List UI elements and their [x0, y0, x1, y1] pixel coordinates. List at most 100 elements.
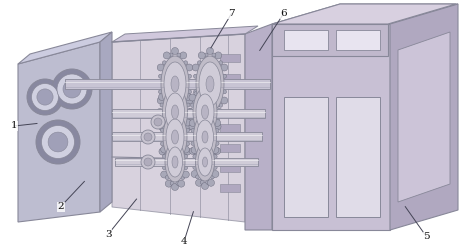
- Circle shape: [212, 92, 216, 96]
- Circle shape: [164, 153, 168, 158]
- Circle shape: [164, 82, 171, 89]
- Circle shape: [207, 47, 213, 54]
- Circle shape: [182, 171, 189, 178]
- Circle shape: [156, 109, 164, 115]
- Circle shape: [195, 179, 202, 186]
- Circle shape: [198, 109, 205, 116]
- Circle shape: [184, 93, 191, 101]
- Circle shape: [170, 160, 173, 164]
- Ellipse shape: [193, 114, 217, 160]
- Circle shape: [169, 53, 173, 57]
- Circle shape: [194, 158, 201, 165]
- Polygon shape: [272, 24, 388, 56]
- Circle shape: [163, 52, 170, 59]
- Ellipse shape: [165, 93, 184, 131]
- Circle shape: [176, 136, 181, 140]
- Circle shape: [200, 135, 204, 139]
- Circle shape: [207, 113, 213, 120]
- Circle shape: [219, 103, 223, 107]
- Circle shape: [222, 74, 227, 78]
- Polygon shape: [398, 32, 450, 202]
- Circle shape: [184, 148, 191, 155]
- Circle shape: [160, 128, 164, 132]
- Circle shape: [180, 109, 187, 116]
- Bar: [220, 74, 240, 82]
- Circle shape: [183, 154, 188, 158]
- Circle shape: [176, 84, 181, 88]
- Ellipse shape: [195, 143, 215, 181]
- Text: 4: 4: [181, 237, 187, 246]
- Circle shape: [141, 130, 155, 144]
- Ellipse shape: [166, 119, 184, 155]
- Circle shape: [179, 135, 186, 141]
- Circle shape: [200, 85, 204, 89]
- Circle shape: [206, 140, 210, 144]
- Circle shape: [169, 111, 173, 115]
- Circle shape: [157, 97, 164, 104]
- Ellipse shape: [202, 131, 208, 143]
- Circle shape: [213, 159, 220, 166]
- Circle shape: [151, 115, 165, 129]
- Circle shape: [206, 159, 210, 163]
- Circle shape: [181, 144, 185, 148]
- Text: 1: 1: [11, 121, 18, 131]
- Circle shape: [210, 175, 214, 179]
- Circle shape: [212, 153, 216, 157]
- Bar: [220, 184, 240, 192]
- Ellipse shape: [172, 105, 179, 119]
- Polygon shape: [272, 24, 390, 230]
- Circle shape: [191, 103, 194, 107]
- Ellipse shape: [199, 62, 221, 106]
- Ellipse shape: [206, 76, 214, 92]
- Circle shape: [219, 61, 223, 65]
- Circle shape: [223, 80, 230, 87]
- Circle shape: [194, 128, 198, 132]
- Ellipse shape: [172, 156, 178, 168]
- Circle shape: [216, 117, 219, 121]
- Circle shape: [170, 181, 174, 185]
- Circle shape: [197, 103, 201, 107]
- Circle shape: [160, 117, 164, 121]
- Circle shape: [201, 140, 204, 144]
- Circle shape: [182, 146, 189, 153]
- Circle shape: [42, 125, 74, 159]
- Circle shape: [197, 61, 201, 65]
- Circle shape: [188, 74, 191, 78]
- Circle shape: [209, 109, 216, 116]
- Circle shape: [204, 53, 208, 57]
- Circle shape: [186, 97, 193, 104]
- Circle shape: [196, 145, 200, 149]
- Circle shape: [179, 82, 186, 89]
- Ellipse shape: [171, 76, 179, 92]
- Circle shape: [164, 91, 167, 95]
- Circle shape: [172, 105, 179, 111]
- Circle shape: [191, 141, 195, 145]
- Ellipse shape: [197, 120, 213, 154]
- Circle shape: [216, 109, 223, 115]
- Polygon shape: [100, 32, 112, 212]
- Circle shape: [183, 103, 188, 107]
- Circle shape: [179, 159, 186, 166]
- Circle shape: [190, 159, 197, 166]
- Text: 7: 7: [228, 9, 235, 18]
- Circle shape: [182, 117, 186, 121]
- Polygon shape: [272, 4, 456, 24]
- Circle shape: [183, 61, 188, 65]
- Circle shape: [172, 47, 179, 54]
- Circle shape: [206, 180, 210, 184]
- Text: 3: 3: [105, 230, 111, 239]
- Circle shape: [161, 146, 168, 153]
- Circle shape: [163, 109, 170, 116]
- Circle shape: [196, 175, 200, 179]
- Ellipse shape: [163, 113, 187, 161]
- Circle shape: [164, 129, 167, 133]
- Circle shape: [160, 142, 164, 146]
- Circle shape: [160, 103, 164, 107]
- Bar: [284, 30, 328, 50]
- Circle shape: [190, 80, 197, 87]
- Circle shape: [181, 176, 185, 180]
- Circle shape: [48, 132, 68, 152]
- Circle shape: [144, 158, 152, 166]
- Circle shape: [155, 80, 162, 87]
- Ellipse shape: [202, 157, 208, 167]
